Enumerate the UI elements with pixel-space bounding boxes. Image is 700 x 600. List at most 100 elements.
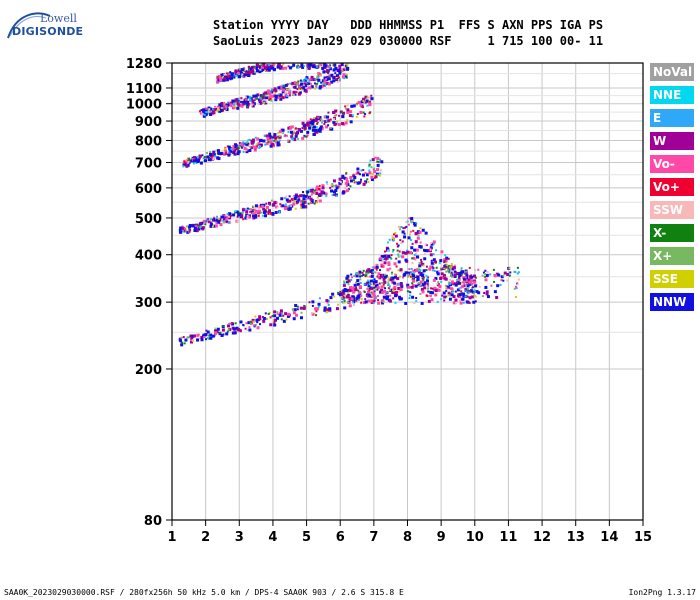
data-point [429, 246, 433, 250]
data-point [425, 269, 428, 272]
data-point [314, 82, 317, 85]
data-point [305, 78, 308, 81]
data-point [183, 160, 187, 164]
footer-version: Ion2Png 1.3.17 [628, 588, 696, 597]
data-point [257, 142, 261, 146]
data-point [365, 99, 369, 103]
data-point [356, 171, 360, 175]
data-point [205, 111, 208, 114]
data-point [420, 258, 423, 261]
data-point [197, 159, 200, 162]
data-point [380, 265, 383, 268]
data-point [209, 112, 213, 116]
data-point [449, 282, 452, 285]
data-point [302, 194, 306, 198]
data-point [311, 126, 314, 129]
data-point [206, 155, 210, 159]
data-point [398, 250, 401, 253]
data-point [360, 169, 363, 172]
data-point [274, 98, 278, 102]
data-point [442, 291, 446, 295]
data-point [367, 100, 370, 103]
data-point [225, 108, 229, 112]
data-point [436, 270, 440, 274]
data-point [298, 65, 301, 68]
data-point [376, 163, 380, 167]
data-point [221, 149, 224, 152]
data-point [288, 94, 291, 97]
data-point [407, 271, 411, 275]
data-point [389, 267, 392, 270]
data-point [466, 290, 469, 293]
data-point [248, 148, 252, 152]
data-point [326, 301, 329, 304]
data-point [253, 71, 256, 74]
data-point [413, 302, 416, 305]
data-point [294, 127, 297, 130]
data-point [202, 157, 205, 160]
data-point [360, 178, 363, 181]
data-point [324, 114, 327, 117]
data-point [393, 262, 397, 266]
data-point [385, 256, 389, 260]
data-point [178, 230, 182, 234]
data-point [292, 86, 295, 89]
data-point [457, 277, 461, 281]
data-point [294, 194, 298, 198]
data-point [271, 212, 275, 216]
data-point [323, 122, 326, 125]
data-point [238, 142, 241, 145]
data-point [303, 200, 307, 204]
data-point [322, 119, 325, 122]
data-point [207, 112, 210, 115]
data-point [254, 323, 257, 326]
data-point [270, 88, 273, 91]
data-point [320, 191, 324, 195]
data-point [450, 293, 454, 297]
data-point [309, 197, 313, 201]
data-point [179, 226, 183, 230]
data-point [296, 305, 299, 308]
data-point [311, 191, 315, 195]
data-point [216, 149, 220, 153]
data-point [349, 110, 353, 114]
data-point [184, 338, 188, 342]
data-point [514, 295, 517, 298]
data-point [251, 208, 254, 211]
data-point [317, 116, 320, 119]
data-point [315, 85, 318, 88]
data-point [378, 276, 382, 280]
data-point [247, 142, 250, 145]
data-point [449, 287, 453, 291]
data-point [218, 77, 222, 81]
data-point [396, 242, 399, 245]
data-point [253, 325, 256, 328]
data-point [332, 184, 335, 187]
data-point [249, 70, 253, 74]
data-point [418, 230, 422, 234]
data-point [318, 192, 322, 196]
data-point [303, 304, 306, 307]
data-point [317, 72, 321, 76]
data-point [205, 329, 208, 332]
data-point [253, 209, 256, 212]
data-point [267, 211, 271, 215]
data-point [377, 301, 381, 305]
data-point [373, 286, 376, 289]
data-point [238, 144, 241, 147]
legend-item: SSE [650, 270, 694, 288]
data-point [282, 314, 285, 317]
data-point [347, 288, 351, 292]
data-point [240, 97, 243, 100]
data-point [302, 197, 306, 201]
data-point [278, 64, 282, 68]
data-point [331, 292, 335, 296]
data-point [368, 171, 372, 175]
data-point [453, 273, 457, 277]
data-point [311, 312, 315, 316]
data-point [271, 66, 275, 70]
data-point [414, 274, 417, 277]
data-point [327, 77, 331, 81]
data-point [517, 278, 520, 281]
data-point [239, 212, 243, 216]
